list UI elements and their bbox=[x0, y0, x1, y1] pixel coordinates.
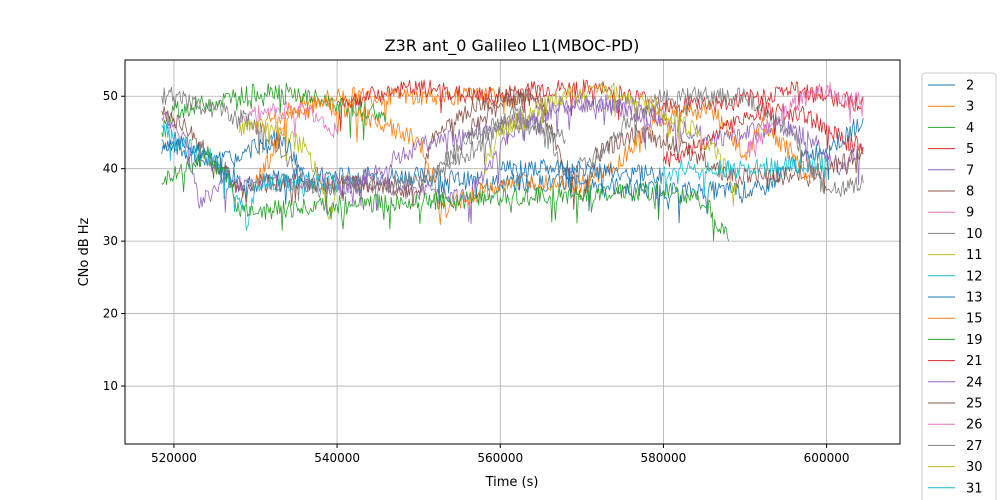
series-line-13 bbox=[161, 131, 305, 185]
legend-label-15: 15 bbox=[966, 312, 983, 327]
chart-title: Z3R ant_0 Galileo L1(MBOC-PD) bbox=[385, 36, 640, 56]
series-line-30 bbox=[483, 82, 738, 207]
plot-area bbox=[161, 79, 864, 242]
legend-label-13: 13 bbox=[966, 291, 983, 306]
legend-label-30: 30 bbox=[966, 460, 983, 475]
x-tick-label: 540000 bbox=[314, 451, 360, 465]
x-axis-label: Time (s) bbox=[485, 475, 539, 490]
x-tick-label: 600000 bbox=[804, 451, 850, 465]
series-line-7 bbox=[161, 94, 864, 225]
legend-label-11: 11 bbox=[966, 248, 983, 263]
series-line-27 bbox=[434, 116, 566, 175]
series-line-33 bbox=[500, 159, 664, 196]
y-tick-label: 30 bbox=[103, 234, 118, 248]
legend-label-8: 8 bbox=[966, 185, 974, 200]
series-line-5 bbox=[336, 79, 864, 132]
legend-label-31: 31 bbox=[966, 481, 983, 496]
series-line-9 bbox=[238, 101, 338, 138]
series-line-12 bbox=[161, 123, 338, 231]
series-line-4 bbox=[161, 82, 387, 141]
series-line-25 bbox=[467, 87, 550, 137]
legend-label-19: 19 bbox=[966, 333, 983, 348]
x-tick-label: 520000 bbox=[151, 451, 197, 465]
series-line-15 bbox=[255, 96, 811, 226]
axis-ticks: 520000 540000 560000 580000 600000 10 20 30 40 50 bbox=[103, 89, 850, 465]
plot-frame bbox=[124, 59, 901, 445]
legend-label-2: 2 bbox=[966, 79, 974, 94]
series-line-19 bbox=[161, 146, 730, 242]
series-line-26 bbox=[744, 81, 864, 158]
y-tick-label: 50 bbox=[103, 89, 118, 103]
legend-label-9: 9 bbox=[966, 206, 974, 221]
legend-frame bbox=[921, 72, 997, 500]
legend-label-7: 7 bbox=[966, 163, 974, 178]
legend-label-21: 21 bbox=[966, 354, 983, 369]
series-line-31 bbox=[663, 152, 827, 199]
legend: 23457891011121315192124252627303133 bbox=[921, 72, 997, 500]
series-line-8 bbox=[161, 87, 864, 210]
y-axis-label: CNo dB Hz bbox=[77, 217, 92, 286]
legend-label-24: 24 bbox=[966, 375, 983, 390]
legend-label-10: 10 bbox=[966, 227, 983, 242]
legend-label-26: 26 bbox=[966, 418, 983, 433]
y-tick-label: 20 bbox=[103, 307, 118, 321]
x-tick-label: 580000 bbox=[641, 451, 687, 465]
y-tick-label: 10 bbox=[103, 379, 118, 393]
legend-label-27: 27 bbox=[966, 439, 983, 454]
legend-label-3: 3 bbox=[966, 100, 974, 115]
y-tick-label: 40 bbox=[103, 162, 118, 176]
legend-label-12: 12 bbox=[966, 269, 983, 284]
series-line-21 bbox=[663, 101, 864, 168]
legend-label-5: 5 bbox=[966, 142, 974, 157]
legend-label-25: 25 bbox=[966, 397, 983, 412]
series-line-11 bbox=[238, 118, 338, 220]
x-tick-label: 560000 bbox=[477, 451, 523, 465]
legend-label-4: 4 bbox=[966, 121, 974, 136]
